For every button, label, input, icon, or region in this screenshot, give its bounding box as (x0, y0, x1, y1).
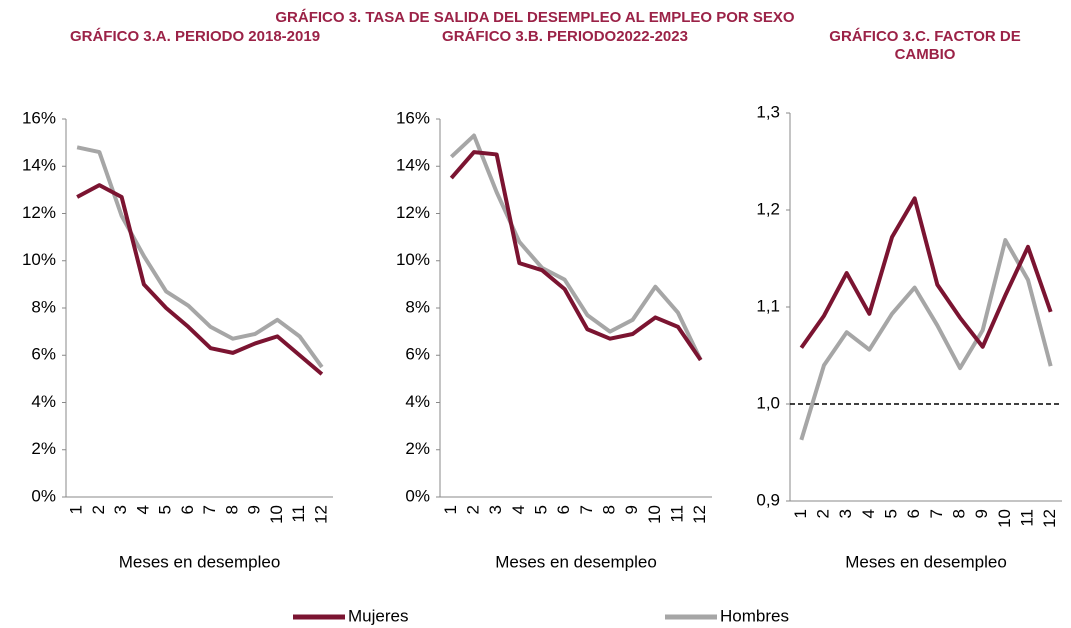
y-tick-label: 14% (396, 156, 430, 175)
y-tick-label: 1,2 (756, 199, 780, 218)
x-tick-label: 7 (927, 509, 946, 518)
x-tick-label: 5 (156, 505, 175, 514)
y-tick-label: 1,0 (756, 393, 780, 412)
series-line (76, 183, 324, 376)
series-line (799, 196, 1053, 349)
x-tick-label: 12 (1040, 509, 1059, 528)
legend-label: Mujeres (348, 606, 408, 625)
x-tick-label: 11 (1017, 509, 1036, 527)
y-tick-label: 16% (22, 108, 56, 127)
y-tick-label: 4% (31, 392, 56, 411)
y-tick-label: 12% (22, 203, 56, 222)
x-tick-label: 7 (200, 505, 219, 514)
x-tick-label: 2 (463, 505, 482, 514)
x-tick-label: 2 (89, 505, 108, 514)
x-axis-label: Meses en desempleo (845, 552, 1007, 571)
x-tick-label: 5 (881, 509, 900, 518)
series-line (449, 133, 703, 361)
x-tick-label: 1 (67, 505, 86, 514)
y-tick-label: 2% (31, 439, 56, 458)
x-tick-label: 8 (222, 505, 241, 514)
x-tick-label: 3 (836, 509, 855, 518)
y-tick-label: 16% (396, 108, 430, 127)
x-tick-label: 12 (690, 505, 709, 524)
x-tick-label: 9 (622, 505, 641, 514)
x-tick-label: 4 (133, 505, 152, 514)
x-tick-label: 2 (813, 509, 832, 518)
x-tick-label: 10 (267, 505, 286, 524)
chart-title: GRÁFICO 3.A. PERIODO 2018-2019 (69, 28, 321, 45)
x-tick-label: 7 (577, 505, 596, 514)
y-tick-label: 4% (405, 392, 430, 411)
series-line (76, 145, 324, 369)
x-tick-label: 6 (904, 509, 923, 518)
x-tick-label: 1 (791, 509, 810, 518)
x-axis-label: Meses en desempleo (119, 552, 281, 571)
y-tick-label: 0% (31, 486, 56, 505)
x-tick-label: 8 (599, 505, 618, 514)
x-tick-label: 6 (178, 505, 197, 514)
y-tick-label: 0% (405, 486, 430, 505)
y-tick-label: 10% (22, 250, 56, 269)
y-tick-label: 12% (396, 203, 430, 222)
x-tick-label: 11 (289, 505, 308, 523)
chart-title: GRÁFICO 3.B. PERIODO2022-2023 (442, 28, 688, 45)
y-tick-label: 8% (405, 297, 430, 316)
y-tick-label: 6% (405, 345, 430, 364)
x-tick-label: 9 (245, 505, 264, 514)
x-axis-label: Meses en desempleo (495, 552, 657, 571)
x-tick-label: 8 (949, 509, 968, 518)
x-tick-label: 5 (531, 505, 550, 514)
x-tick-label: 10 (995, 509, 1014, 528)
x-tick-label: 10 (645, 505, 664, 524)
y-tick-label: 1,1 (756, 296, 780, 315)
x-tick-label: 9 (972, 509, 991, 518)
x-tick-label: 11 (667, 505, 686, 523)
x-tick-label: 6 (554, 505, 573, 514)
x-tick-label: 1 (441, 505, 460, 514)
x-tick-label: 4 (509, 505, 528, 514)
x-tick-label: 12 (311, 505, 330, 524)
y-tick-label: 0,9 (756, 490, 780, 509)
y-tick-label: 14% (22, 156, 56, 175)
series-line (799, 238, 1053, 441)
y-tick-label: 1,3 (756, 102, 780, 121)
y-tick-label: 2% (405, 439, 430, 458)
series-line (449, 150, 703, 362)
x-tick-label: 4 (859, 509, 878, 518)
legend-label: Hombres (720, 606, 789, 625)
x-tick-label: 3 (111, 505, 130, 514)
x-tick-label: 3 (486, 505, 505, 514)
y-tick-label: 6% (31, 345, 56, 364)
y-tick-label: 8% (31, 297, 56, 316)
main-title: GRÁFICO 3. TASA DE SALIDA DEL DESEMPLEO … (275, 9, 795, 26)
y-tick-label: 10% (396, 250, 430, 269)
chart-title: GRÁFICO 3.C. FACTOR DE CAMBIO (829, 28, 1021, 63)
